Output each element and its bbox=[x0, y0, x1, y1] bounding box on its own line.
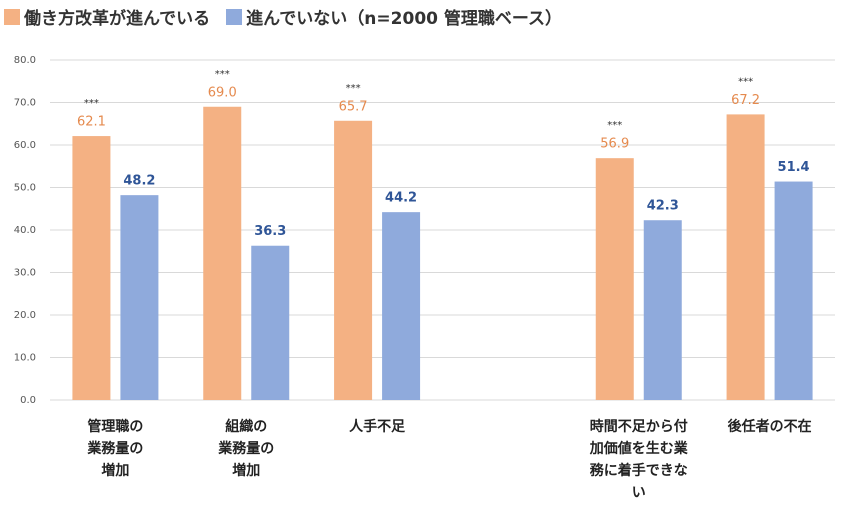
y-tick-label: 30.0 bbox=[14, 268, 36, 279]
subtitle: （n=2000 管理職ベース） bbox=[347, 9, 563, 29]
y-tick-label: 70.0 bbox=[14, 98, 36, 109]
value-label: 44.2 bbox=[385, 191, 417, 206]
y-tick-label: 80.0 bbox=[14, 55, 36, 66]
significance: *** bbox=[215, 69, 230, 80]
value-label: 65.7 bbox=[339, 99, 368, 114]
value-label: 48.2 bbox=[123, 174, 155, 189]
significance: *** bbox=[346, 83, 361, 94]
bar bbox=[774, 181, 813, 400]
bar bbox=[120, 195, 159, 400]
significance: *** bbox=[607, 120, 622, 131]
x-tick-label: 後任者の不在 bbox=[727, 419, 812, 435]
value-label: 42.3 bbox=[647, 199, 679, 214]
bar bbox=[203, 106, 242, 400]
significance: *** bbox=[84, 98, 99, 109]
legend: 働き方改革が進んでいる 進んでいない （n=2000 管理職ベース） bbox=[4, 4, 562, 29]
y-tick-label: 50.0 bbox=[14, 183, 36, 194]
bar bbox=[595, 158, 634, 400]
y-tick-label: 40.0 bbox=[14, 225, 36, 236]
legend-label: 進んでいない bbox=[246, 9, 348, 29]
x-tick-label: 組織の 業務量の 増加 bbox=[218, 419, 275, 479]
bar bbox=[726, 114, 765, 401]
bar bbox=[382, 212, 421, 400]
value-label: 62.1 bbox=[77, 115, 106, 130]
bar bbox=[72, 136, 111, 400]
bar bbox=[643, 220, 682, 400]
x-tick-label: 人手不足 bbox=[349, 419, 406, 435]
legend-swatch bbox=[226, 8, 243, 25]
bar bbox=[334, 120, 373, 401]
y-tick-label: 60.0 bbox=[14, 140, 36, 151]
legend-swatch bbox=[4, 8, 20, 25]
legend-label: 働き方改革が進んでいる bbox=[24, 9, 211, 29]
value-label: 56.9 bbox=[600, 137, 629, 152]
value-label: 67.2 bbox=[731, 93, 760, 108]
bar bbox=[251, 245, 290, 400]
value-label: 51.4 bbox=[778, 160, 810, 175]
y-tick-label: 10.0 bbox=[14, 353, 36, 364]
significance: *** bbox=[738, 76, 753, 87]
value-label: 36.3 bbox=[254, 224, 286, 239]
y-tick-label: 20.0 bbox=[14, 310, 36, 321]
x-tick-label: 時間不足から付 加価値を生む業 務に着手できな い bbox=[589, 419, 688, 501]
y-tick-label: 0.0 bbox=[20, 395, 36, 406]
x-tick-label: 管理職の 業務量の 増加 bbox=[87, 419, 144, 479]
value-label: 69.0 bbox=[208, 85, 237, 100]
